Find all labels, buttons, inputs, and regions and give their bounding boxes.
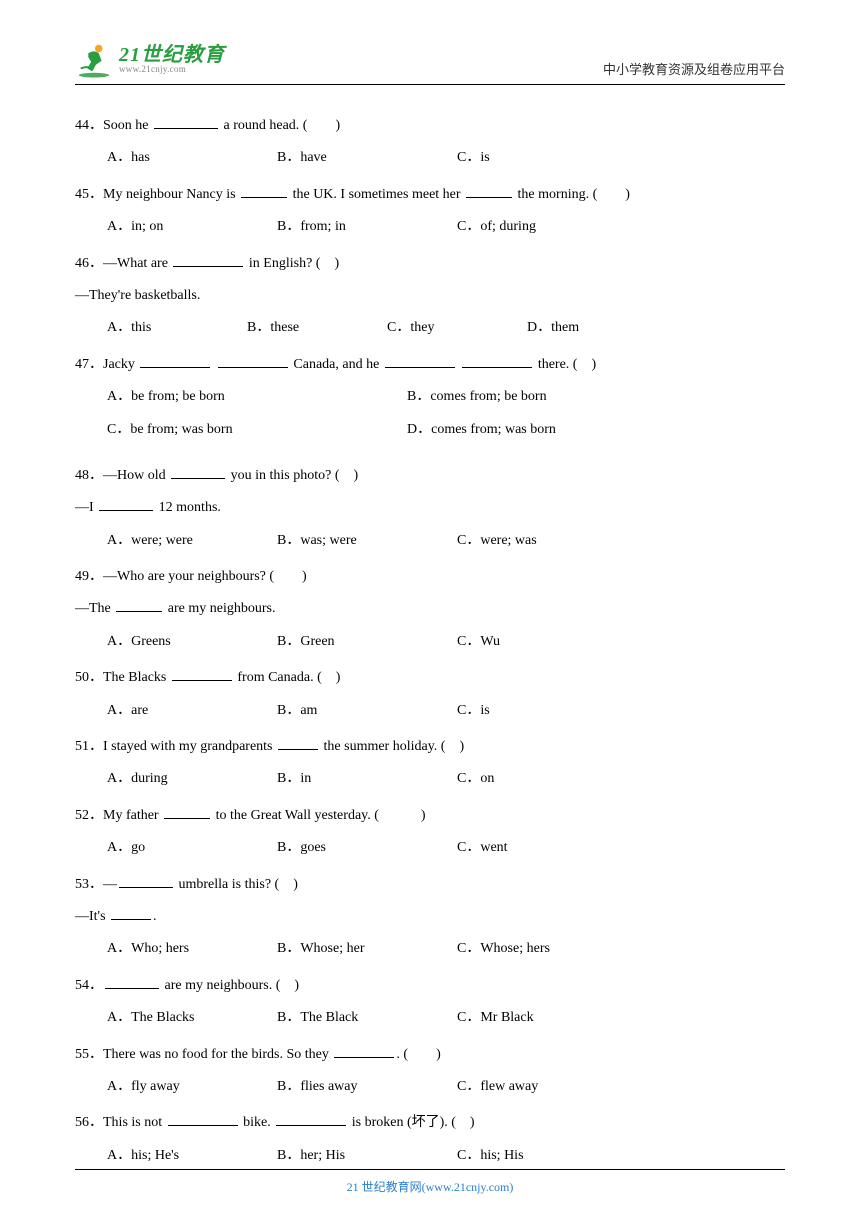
question-47: 47．Jacky Canada, and he there. ( ) A．be f… (75, 354, 785, 451)
options-row: A．thisB．theseC．theyD．them (107, 317, 785, 339)
options-row: A．duringB．inC．on (107, 768, 785, 790)
option-c[interactable]: C．his; His (457, 1145, 627, 1167)
question-text: 51．I stayed with my grandparents the sum… (75, 736, 785, 758)
question-text: 44．Soon he a round head. ( ) (75, 115, 785, 137)
option-c[interactable]: C．they (387, 317, 527, 339)
question-50: 50．The Blacks from Canada. ( ) A．areB．amC… (75, 667, 785, 722)
question-text: 55．There was no food for the birds. So t… (75, 1044, 785, 1066)
options-row: A．his; He'sB．her; HisC．his; His (107, 1145, 785, 1167)
option-c[interactable]: C．flew away (457, 1076, 627, 1098)
option-c[interactable]: C．Mr Black (457, 1007, 627, 1029)
content-area: 44．Soon he a round head. ( )A．hasB．haveC… (75, 115, 785, 1167)
option-c[interactable]: C．be from; was born (107, 419, 407, 441)
option-b[interactable]: B．was; were (277, 530, 457, 552)
option-a[interactable]: A．has (107, 147, 277, 169)
option-a[interactable]: A．fly away (107, 1076, 277, 1098)
question-49: 49．—Who are your neighbours? ( ) —The are… (75, 566, 785, 653)
options-row: A．Who; hersB．Whose; herC．Whose; hers (107, 938, 785, 960)
option-b[interactable]: B．her; His (277, 1145, 457, 1167)
question-continue: —I 12 months. (75, 497, 785, 519)
question-44: 44．Soon he a round head. ( ) A．hasB．haveC… (75, 115, 785, 170)
option-a[interactable]: A．are (107, 700, 277, 722)
option-a[interactable]: A．Greens (107, 631, 277, 653)
question-text: 52．My father to the Great Wall yesterday… (75, 805, 785, 827)
option-c[interactable]: C．were; was (457, 530, 627, 552)
question-text: 49．—Who are your neighbours? ( ) (75, 566, 785, 588)
question-45: 45．My neighbour Nancy is the UK. I somet… (75, 184, 785, 239)
option-b[interactable]: B．from; in (277, 216, 457, 238)
options-row: A．areB．amC．is (107, 700, 785, 722)
question-text: 50．The Blacks from Canada. ( ) (75, 667, 785, 689)
logo-url-text: www.21cnjy.com (119, 65, 225, 74)
question-text: 45．My neighbour Nancy is the UK. I somet… (75, 184, 785, 206)
question-54: 54． are my neighbours. ( ) A．The BlacksB．… (75, 975, 785, 1030)
option-b[interactable]: B．goes (277, 837, 457, 859)
option-a[interactable]: A．go (107, 837, 277, 859)
question-text: 48．—How old you in this photo? ( ) (75, 465, 785, 487)
option-a[interactable]: A．this (107, 317, 247, 339)
option-b[interactable]: B．these (247, 317, 387, 339)
question-continue: —They're basketballs. (75, 285, 785, 307)
page-footer: 21 世纪教育网(www.21cnjy.com) (75, 1169, 785, 1196)
question-continue: —It's . (75, 906, 785, 928)
question-text: 47．Jacky Canada, and he there. ( ) (75, 354, 785, 376)
question-text: 56．This is not bike. is broken (坏了). ( ) (75, 1112, 785, 1134)
options-row: A．were; wereB．was; wereC．were; was (107, 530, 785, 552)
option-a[interactable]: A．The Blacks (107, 1007, 277, 1029)
option-a[interactable]: A．in; on (107, 216, 277, 238)
option-a[interactable]: A．during (107, 768, 277, 790)
question-text: 54． are my neighbours. ( ) (75, 975, 785, 997)
question-51: 51．I stayed with my grandparents the sum… (75, 736, 785, 791)
option-b[interactable]: B．Whose; her (277, 938, 457, 960)
option-b[interactable]: B．flies away (277, 1076, 457, 1098)
option-a[interactable]: A．were; were (107, 530, 277, 552)
logo-runner-icon (75, 40, 113, 78)
option-d[interactable]: D．them (527, 317, 667, 339)
option-b[interactable]: B．The Black (277, 1007, 457, 1029)
option-c[interactable]: C．of; during (457, 216, 627, 238)
question-48: 48．—How old you in this photo? ( ) —I 12 … (75, 465, 785, 552)
question-text: 46．—What are in English? ( ) (75, 253, 785, 275)
option-b[interactable]: B．in (277, 768, 457, 790)
options-row: A．be from; be bornB．comes from; be bornC… (107, 386, 785, 451)
logo-text: 21世纪教育 www.21cnjy.com (119, 45, 225, 74)
option-c[interactable]: C．on (457, 768, 627, 790)
options-row: A．The BlacksB．The BlackC．Mr Black (107, 1007, 785, 1029)
option-b[interactable]: B．Green (277, 631, 457, 653)
option-c[interactable]: C．Whose; hers (457, 938, 627, 960)
question-53: 53．— umbrella is this? ( ) —It's . A．Who; … (75, 874, 785, 961)
logo: 21世纪教育 www.21cnjy.com (75, 40, 225, 78)
footer-text: 21 世纪教育网(www.21cnjy.com) (347, 1180, 514, 1194)
options-row: A．goB．goesC．went (107, 837, 785, 859)
option-a[interactable]: A．Who; hers (107, 938, 277, 960)
options-row: A．fly awayB．flies awayC．flew away (107, 1076, 785, 1098)
option-c[interactable]: C．went (457, 837, 627, 859)
question-continue: —The are my neighbours. (75, 598, 785, 620)
option-b[interactable]: B．have (277, 147, 457, 169)
page: 21世纪教育 www.21cnjy.com 中小学教育资源及组卷应用平台 44．… (0, 0, 860, 1216)
question-52: 52．My father to the Great Wall yesterday… (75, 805, 785, 860)
question-46: 46．—What are in English? ( ) —They're bas… (75, 253, 785, 340)
option-a[interactable]: A．be from; be born (107, 386, 407, 408)
option-c[interactable]: C．is (457, 147, 627, 169)
header-right-text: 中小学教育资源及组卷应用平台 (603, 59, 785, 78)
question-55: 55．There was no food for the birds. So t… (75, 1044, 785, 1099)
question-text: 53．— umbrella is this? ( ) (75, 874, 785, 896)
option-c[interactable]: C．Wu (457, 631, 627, 653)
page-header: 21世纪教育 www.21cnjy.com 中小学教育资源及组卷应用平台 (75, 40, 785, 85)
option-b[interactable]: B．am (277, 700, 457, 722)
option-a[interactable]: A．his; He's (107, 1145, 277, 1167)
logo-main-text: 21世纪教育 (119, 45, 225, 65)
options-row: A．in; onB．from; inC．of; during (107, 216, 785, 238)
options-row: A．GreensB．GreenC．Wu (107, 631, 785, 653)
option-d[interactable]: D．comes from; was born (407, 419, 707, 441)
options-row: A．hasB．haveC．is (107, 147, 785, 169)
question-56: 56．This is not bike. is broken (坏了). ( )… (75, 1112, 785, 1167)
option-c[interactable]: C．is (457, 700, 627, 722)
option-b[interactable]: B．comes from; be born (407, 386, 707, 408)
